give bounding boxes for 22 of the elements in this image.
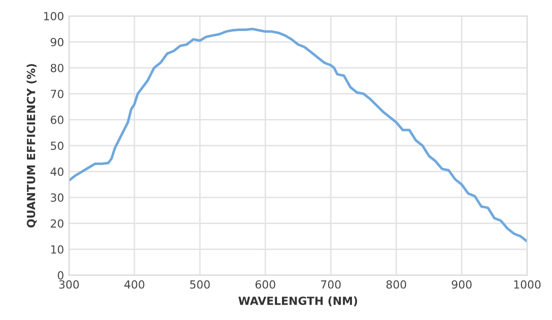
y-tick-label: 20: [50, 219, 64, 228]
x-tick-label: 500: [190, 280, 210, 289]
x-tick-label: 600: [256, 280, 276, 289]
y-tick-label: 70: [50, 90, 64, 98]
x-tick-label: 700: [321, 280, 341, 289]
x-tick-label: 800: [386, 280, 406, 289]
x-axis-title: WAVELENGTH (NM): [238, 296, 358, 306]
y-tick-label: 80: [50, 64, 64, 72]
y-tick-label: 50: [50, 142, 64, 150]
x-tick-label: 300: [59, 280, 79, 289]
y-tick-label: 0: [58, 271, 64, 280]
y-tick-label: 30: [50, 193, 64, 202]
y-tick-label: 90: [50, 38, 64, 46]
y-tick-label: 60: [50, 116, 64, 124]
y-axis-title: QUANTUM EFFICIENCY (%): [26, 64, 37, 228]
y-tick-label: 100: [44, 12, 64, 20]
y-tick-label: 10: [51, 245, 64, 254]
y-tick-label: 40: [50, 167, 64, 176]
x-tick-label: 400: [124, 280, 144, 289]
x-tick-label: 1000: [514, 280, 541, 289]
line-series: [69, 28, 528, 243]
x-tick-label: 900: [452, 280, 472, 289]
